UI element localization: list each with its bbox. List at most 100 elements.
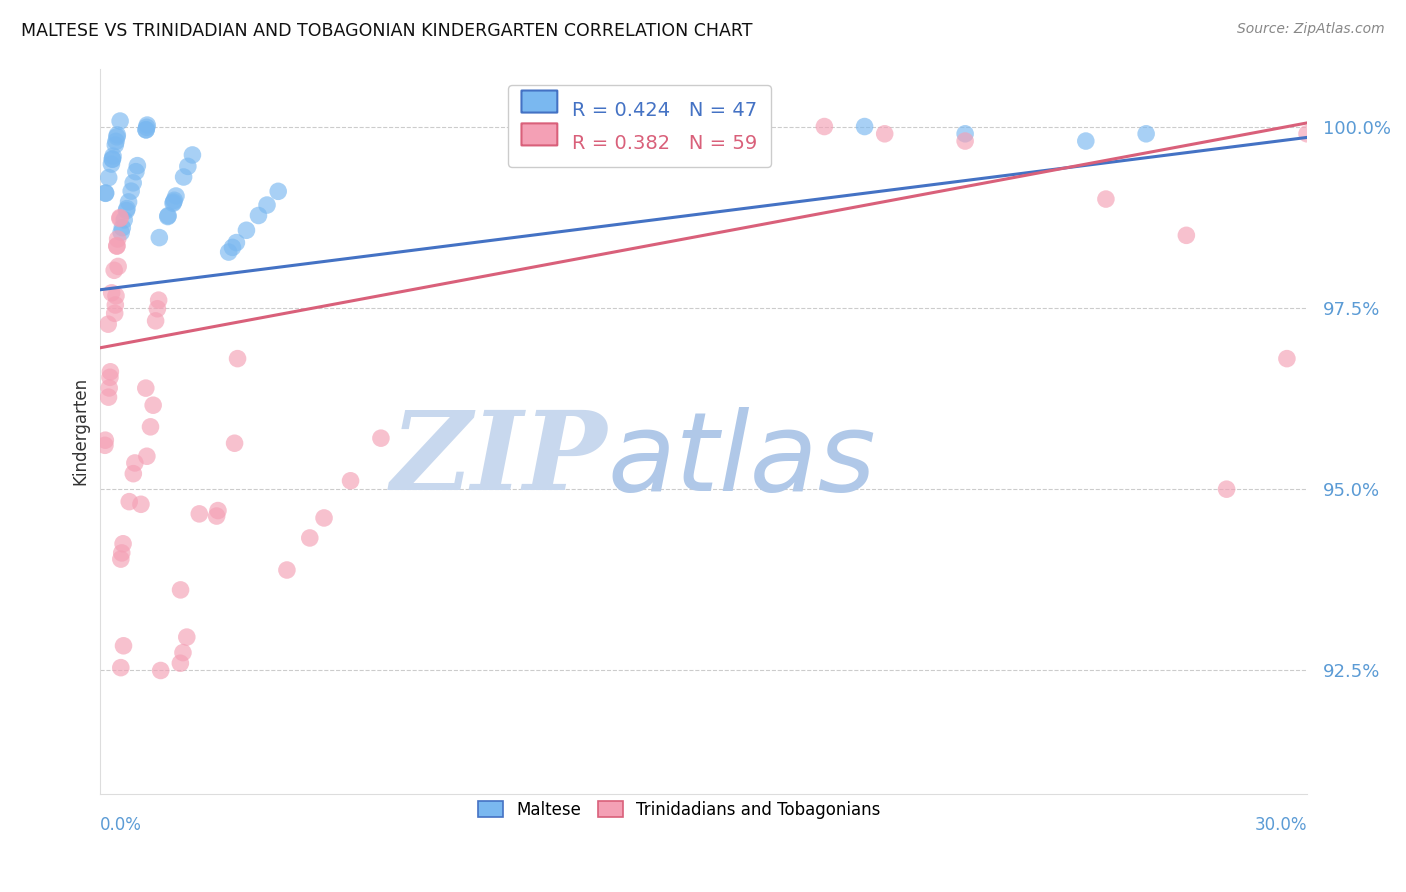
Point xyxy=(226,351,249,366)
Point xyxy=(112,639,135,653)
Point xyxy=(207,503,229,517)
Point xyxy=(256,198,278,212)
Point xyxy=(122,176,145,190)
Point xyxy=(108,114,131,128)
Point xyxy=(1095,192,1118,206)
Point xyxy=(136,118,159,132)
Point xyxy=(105,239,128,253)
Point xyxy=(1296,127,1319,141)
Point xyxy=(101,152,124,166)
Point xyxy=(118,494,141,508)
Point xyxy=(165,189,187,203)
Point xyxy=(100,157,122,171)
Point xyxy=(115,203,138,218)
Text: atlas: atlas xyxy=(607,407,876,514)
Point xyxy=(276,563,298,577)
Text: 30.0%: 30.0% xyxy=(1254,815,1308,833)
Point xyxy=(146,301,169,316)
Point xyxy=(298,531,321,545)
Point xyxy=(94,186,117,200)
Legend: Maltese, Trinidadians and Tobagonians: Maltese, Trinidadians and Tobagonians xyxy=(471,794,887,825)
Point xyxy=(112,213,135,227)
Point xyxy=(225,235,247,250)
Point xyxy=(100,285,122,300)
Point xyxy=(224,436,246,450)
Text: Source: ZipAtlas.com: Source: ZipAtlas.com xyxy=(1237,22,1385,37)
Point xyxy=(139,420,162,434)
Point xyxy=(572,134,595,148)
Point xyxy=(181,148,204,162)
Point xyxy=(135,122,157,136)
Point xyxy=(107,260,129,274)
Point xyxy=(115,202,138,216)
Point xyxy=(100,365,122,379)
Point xyxy=(107,232,129,246)
Point xyxy=(162,196,184,211)
Text: ZIP: ZIP xyxy=(391,407,607,514)
Point xyxy=(176,630,198,644)
Point xyxy=(94,433,117,447)
Point xyxy=(94,438,117,452)
Point xyxy=(105,239,128,253)
Point xyxy=(127,159,149,173)
Point xyxy=(105,129,128,144)
Point xyxy=(169,657,191,671)
Point xyxy=(853,120,876,134)
Point xyxy=(111,546,134,560)
Point xyxy=(218,245,240,260)
Point xyxy=(953,134,976,148)
Point xyxy=(1135,127,1157,141)
Point xyxy=(873,127,896,141)
Point xyxy=(125,164,148,178)
Point xyxy=(247,209,270,223)
Point xyxy=(1074,134,1097,148)
Point xyxy=(120,184,142,198)
Point xyxy=(98,381,121,395)
Point xyxy=(1215,482,1237,496)
Point xyxy=(205,509,228,524)
Point xyxy=(149,664,172,678)
Point xyxy=(104,137,127,152)
Point xyxy=(672,127,695,141)
Point xyxy=(104,289,127,303)
Point xyxy=(148,293,170,307)
Point xyxy=(156,210,179,224)
Point xyxy=(112,537,135,551)
Point xyxy=(94,186,117,201)
Point xyxy=(135,120,157,135)
Point xyxy=(110,552,132,566)
Point xyxy=(103,263,125,277)
Point xyxy=(1175,228,1198,243)
Point xyxy=(1275,351,1298,366)
Point xyxy=(104,306,127,320)
Text: MALTESE VS TRINIDADIAN AND TOBAGONIAN KINDERGARTEN CORRELATION CHART: MALTESE VS TRINIDADIAN AND TOBAGONIAN KI… xyxy=(21,22,752,40)
Point xyxy=(135,449,157,463)
Point xyxy=(101,149,124,163)
Point xyxy=(104,298,127,312)
Text: 0.0%: 0.0% xyxy=(100,815,142,833)
Point xyxy=(173,169,195,184)
Point xyxy=(105,134,128,148)
Point xyxy=(312,511,335,525)
Point xyxy=(105,128,128,142)
Point xyxy=(163,194,186,208)
Point xyxy=(111,220,134,235)
Point xyxy=(101,152,124,166)
Point xyxy=(108,211,131,225)
Y-axis label: Kindergarten: Kindergarten xyxy=(72,377,89,485)
Point xyxy=(813,120,835,134)
Point xyxy=(339,474,361,488)
Point xyxy=(169,582,191,597)
Point xyxy=(142,398,165,412)
Point xyxy=(370,431,392,445)
Point xyxy=(145,314,167,328)
Point xyxy=(953,127,976,141)
Point xyxy=(267,184,290,198)
Point xyxy=(135,381,157,395)
Point xyxy=(172,646,194,660)
Point xyxy=(148,230,170,244)
Point xyxy=(97,390,120,404)
Point xyxy=(97,317,120,331)
Point xyxy=(97,170,120,185)
Point xyxy=(98,370,121,384)
